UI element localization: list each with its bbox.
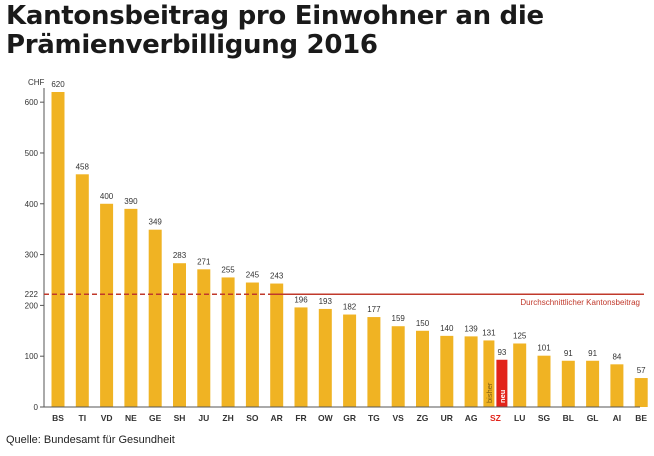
bar-vd [100, 203, 114, 407]
y-tick-label: 500 [25, 149, 39, 158]
y-tick-label: 0 [34, 403, 39, 412]
bar-zg [416, 330, 429, 407]
bar-ow [318, 308, 332, 407]
average-axis-label: 222 [25, 290, 39, 299]
x-tick-label-vd: VD [101, 413, 113, 423]
y-tick-label: 200 [25, 301, 39, 310]
value-label-ag: 139 [464, 324, 478, 333]
bar-sh [173, 263, 186, 407]
x-tick-label-so: SO [246, 413, 259, 423]
x-tick-label-ne: NE [125, 413, 137, 423]
value-label-ar: 243 [270, 272, 284, 281]
x-tick-label-sh: SH [174, 413, 186, 423]
value-label-ge: 349 [149, 218, 163, 227]
x-tick-label-sz: SZ [490, 413, 501, 423]
x-tick-label-ow: OW [318, 413, 334, 423]
x-tick-label-be: BE [635, 413, 647, 423]
x-tick-label-ju: JU [198, 413, 209, 423]
x-tick-label-lu: LU [514, 413, 525, 423]
bar-ju [197, 269, 211, 407]
bar-gr [343, 314, 357, 407]
bar-ge [148, 229, 162, 407]
value-label-sg: 101 [537, 344, 551, 353]
chart-title-line-1: Kantonsbeitrag pro Einwohner an die [6, 1, 544, 31]
y-axis-label: CHF [28, 78, 45, 87]
bar-ai [610, 364, 624, 407]
value-label-ju: 271 [197, 257, 211, 266]
x-tick-label-ur: UR [441, 413, 453, 423]
x-tick-label-sg: SG [538, 413, 551, 423]
average-line-label: Durchschnittlicher Kantonsbeitrag [520, 298, 640, 307]
chart-title-line-2: Prämienverbilligung 2016 [6, 30, 378, 60]
bar-ag [464, 336, 478, 407]
value-label-ti: 458 [76, 162, 90, 171]
bar-vs [391, 326, 405, 407]
value-label-fr: 196 [294, 295, 308, 304]
y-tick-label: 400 [25, 200, 39, 209]
value-label-gr: 182 [343, 303, 357, 312]
y-tick-label: 100 [25, 352, 39, 361]
bar-be [634, 378, 648, 407]
value-label-zh: 255 [221, 265, 235, 274]
value-label-tg: 177 [367, 305, 381, 314]
x-tick-label-ti: TI [79, 413, 87, 423]
y-tick-label: 600 [25, 98, 39, 107]
x-tick-label-gl: GL [587, 413, 599, 423]
bar-sg [537, 355, 551, 407]
value-label-gl: 91 [588, 349, 597, 358]
chart-title: Kantonsbeitrag pro Einwohner an die Präm… [6, 2, 646, 60]
bar-fr [294, 307, 308, 407]
bar-bl [561, 360, 575, 407]
bar-sz-neu-label: neu [498, 389, 507, 403]
y-tick-label: 300 [25, 251, 39, 260]
value-label-ow: 193 [319, 297, 333, 306]
bar-lu [513, 343, 527, 407]
source-note: Quelle: Bundesamt für Gesundheit [6, 434, 175, 446]
x-tick-label-vs: VS [393, 413, 405, 423]
bar-sz-neu [496, 359, 508, 407]
x-tick-label-zh: ZH [222, 413, 233, 423]
value-label-lu: 125 [513, 331, 527, 340]
bar-sz-bisher [483, 340, 495, 407]
x-tick-label-ar: AR [271, 413, 283, 423]
x-tick-label-ge: GE [149, 413, 162, 423]
x-tick-label-ai: AI [613, 413, 622, 423]
value-label-ur: 140 [440, 324, 454, 333]
value-label-bl: 91 [564, 349, 573, 358]
x-tick-label-ag: AG [465, 413, 478, 423]
value-label-zg: 150 [416, 319, 430, 328]
bar-tg [367, 317, 381, 407]
bar-chart: CHF 0 100 200 300 400 500 600 222 620 BS 458 TI 400 VD… [25, 78, 648, 423]
x-tick-label-gr: GR [343, 413, 356, 423]
x-tick-label-zg: ZG [417, 413, 429, 423]
x-tick-label-bl: BL [563, 413, 574, 423]
bar-bs [51, 92, 65, 407]
bar-sz-bisher-label: bisher [485, 382, 494, 403]
bar-ti [75, 174, 89, 407]
value-label-be: 57 [637, 366, 646, 375]
x-tick-label-bs: BS [52, 413, 64, 423]
value-label-vd: 400 [100, 192, 114, 201]
value-label-so: 245 [246, 271, 260, 280]
bar-ur [440, 335, 454, 407]
bar-zh [221, 277, 235, 407]
value-label-sz-neu: 93 [497, 348, 506, 357]
bar-ar [270, 283, 284, 407]
x-tick-label-tg: TG [368, 413, 380, 423]
value-label-ai: 84 [612, 352, 621, 361]
bar-ne [124, 208, 138, 407]
value-label-sh: 283 [173, 251, 187, 260]
bar-gl [586, 360, 600, 407]
bar-so [245, 282, 259, 407]
value-label-sz-bisher: 131 [482, 328, 496, 337]
value-label-bs: 620 [51, 80, 65, 89]
x-tick-label-fr: FR [295, 413, 306, 423]
value-label-ne: 390 [124, 197, 138, 206]
value-label-vs: 159 [392, 314, 406, 323]
